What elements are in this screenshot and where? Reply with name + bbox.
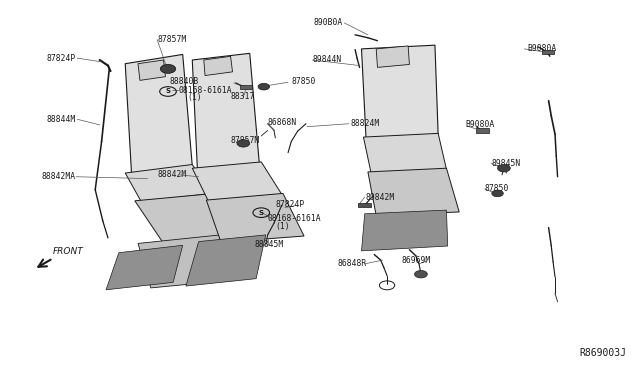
Text: 87850: 87850 <box>291 77 316 86</box>
Text: 890B0A: 890B0A <box>314 19 343 28</box>
Text: 87850: 87850 <box>484 185 509 193</box>
Text: B9080A: B9080A <box>466 121 495 129</box>
Text: (1): (1) <box>187 93 202 102</box>
Polygon shape <box>106 245 182 290</box>
Text: 87824P: 87824P <box>275 200 305 209</box>
Text: FRONT: FRONT <box>53 247 84 256</box>
Circle shape <box>237 140 250 147</box>
Circle shape <box>161 64 175 73</box>
Text: 88844M: 88844M <box>47 115 76 124</box>
Text: 88842M: 88842M <box>157 170 186 179</box>
Polygon shape <box>125 164 211 202</box>
Text: B9080A: B9080A <box>527 44 557 52</box>
Bar <box>358 203 371 208</box>
Circle shape <box>492 190 503 197</box>
Text: 87824P: 87824P <box>47 54 76 62</box>
Text: 86848R: 86848R <box>338 259 367 267</box>
Text: 89845N: 89845N <box>491 158 520 167</box>
Polygon shape <box>135 193 250 243</box>
Text: 88840B: 88840B <box>170 77 198 86</box>
Bar <box>240 85 252 89</box>
Text: 87857M: 87857M <box>230 136 260 145</box>
Polygon shape <box>206 193 304 242</box>
Text: 88842MA: 88842MA <box>42 172 76 181</box>
Text: 89844N: 89844N <box>312 55 342 64</box>
Text: S: S <box>259 210 264 216</box>
Text: 86969M: 86969M <box>402 256 431 265</box>
Bar <box>542 50 554 54</box>
Circle shape <box>258 83 269 90</box>
Polygon shape <box>138 234 246 288</box>
Text: 86868N: 86868N <box>268 119 297 128</box>
Polygon shape <box>362 210 448 251</box>
Text: 88845M: 88845M <box>255 240 284 249</box>
Text: 89842M: 89842M <box>366 193 396 202</box>
Polygon shape <box>192 53 259 169</box>
Polygon shape <box>368 168 460 216</box>
Text: 88317: 88317 <box>230 92 255 101</box>
Bar <box>476 128 489 133</box>
Text: (1): (1) <box>275 221 290 231</box>
Text: 87857M: 87857M <box>157 35 186 44</box>
Polygon shape <box>362 45 438 138</box>
Polygon shape <box>138 60 166 80</box>
Polygon shape <box>186 235 266 286</box>
Polygon shape <box>376 46 410 67</box>
Text: 08168-6161A: 08168-6161A <box>268 214 321 223</box>
Polygon shape <box>192 162 282 201</box>
Text: 88824M: 88824M <box>351 119 380 128</box>
Circle shape <box>497 164 510 172</box>
Circle shape <box>415 270 428 278</box>
Polygon shape <box>364 134 447 173</box>
Polygon shape <box>125 54 192 175</box>
Polygon shape <box>204 56 232 76</box>
Text: 08168-6161A: 08168-6161A <box>178 86 232 95</box>
Text: R869003J: R869003J <box>580 348 627 358</box>
Text: S: S <box>166 89 170 94</box>
